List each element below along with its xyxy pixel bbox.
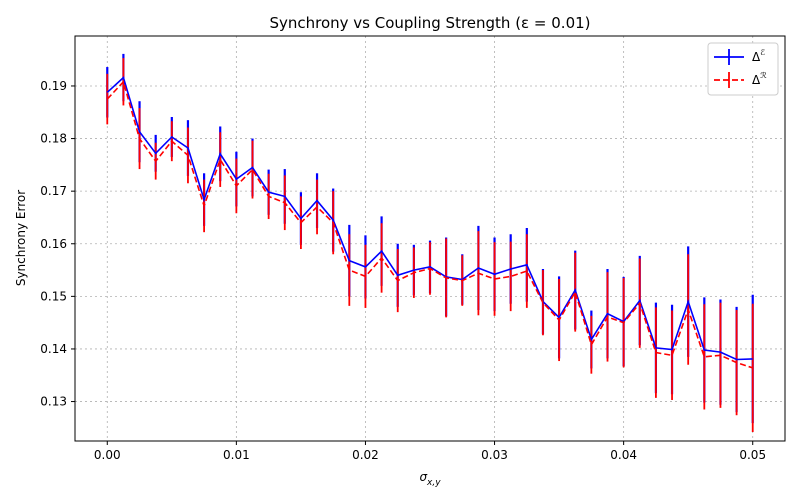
x-axis-ticks: 0.00 0.01 0.02 0.03 0.04 0.05 — [94, 441, 766, 462]
x-axis-label: σx,y — [419, 470, 441, 488]
series-lines — [106, 76, 753, 369]
x-axis-label-base: σ — [419, 470, 427, 484]
y-tick-label: 0.13 — [40, 395, 67, 409]
y-tick-label: 0.16 — [40, 237, 67, 251]
series-line-1 — [106, 76, 753, 361]
legend-label-series-2-sup: ℛ — [760, 71, 767, 80]
legend-box — [707, 42, 779, 96]
legend-entry-series-2: Δℛ — [714, 71, 767, 88]
plot-frame — [74, 35, 786, 442]
y-axis-ticks: 0.13 0.14 0.15 0.16 0.17 0.18 0.19 — [40, 79, 75, 409]
legend-label-series-2-base: Δ — [752, 73, 761, 87]
chart-title: Synchrony vs Coupling Strength (ε = 0.01… — [269, 14, 590, 32]
x-tick-label: 0.04 — [610, 448, 637, 462]
legend-label-series-1-sup: ℰ — [760, 48, 765, 57]
y-tick-label: 0.19 — [40, 79, 67, 93]
series-line-2 — [106, 80, 753, 369]
legend-label-series-1: Δℰ — [752, 48, 765, 64]
legend: Δℰ Δℛ — [707, 42, 779, 96]
legend-label-series-1-base: Δ — [752, 50, 761, 64]
plot-area — [75, 36, 785, 441]
legend-label-series-2: Δℛ — [752, 71, 767, 87]
x-tick-label: 0.00 — [94, 448, 121, 462]
y-axis-label: Synchrony Error — [14, 190, 28, 286]
x-tick-label: 0.05 — [739, 448, 766, 462]
y-tick-label: 0.14 — [40, 342, 67, 356]
y-tick-label: 0.18 — [40, 132, 67, 146]
x-tick-label: 0.01 — [223, 448, 250, 462]
y-tick-label: 0.17 — [40, 184, 67, 198]
y-tick-label: 0.15 — [40, 289, 67, 303]
x-tick-label: 0.03 — [481, 448, 508, 462]
legend-entry-series-1: Δℰ — [714, 48, 765, 65]
x-tick-label: 0.02 — [352, 448, 379, 462]
x-axis-label-subscript: x,y — [426, 478, 441, 488]
